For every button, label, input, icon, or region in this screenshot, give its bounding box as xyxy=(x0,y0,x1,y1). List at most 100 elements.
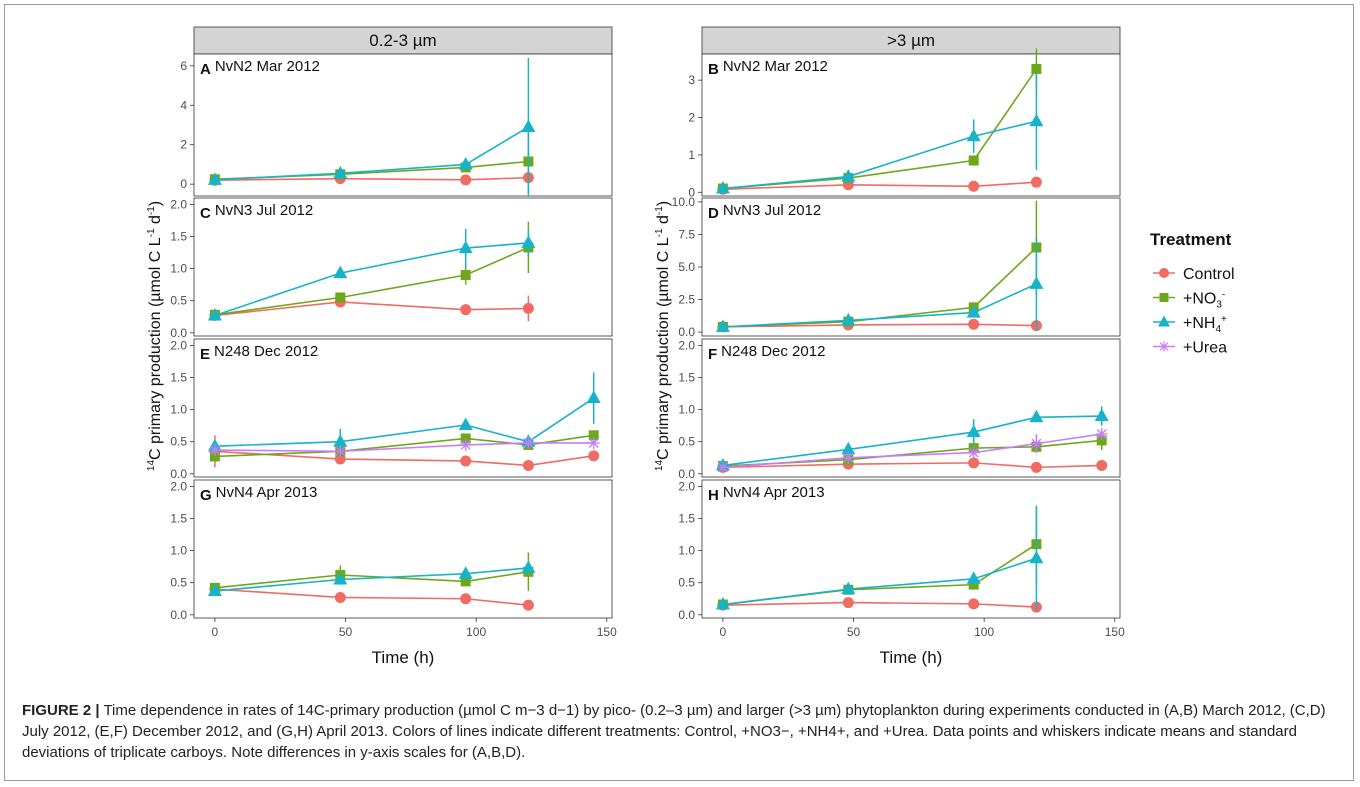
panel-C: 0.0 0.5 1.0 1.5 2.0 C NvN3 Jul 2012 xyxy=(170,197,613,340)
y-tick-label: 2.0 xyxy=(678,479,695,493)
y-tick-label: 0.0 xyxy=(678,325,695,339)
data-point xyxy=(968,598,980,610)
data-point xyxy=(841,441,856,455)
panel-H: 0.0 0.5 1.0 1.5 2.0 H NvN4 Apr 2013 0 50 100 150 xyxy=(678,479,1125,639)
series-line xyxy=(722,120,1037,190)
caption-figure-label: FIGURE 2 | xyxy=(22,702,100,719)
series-plus-nh4 xyxy=(715,506,1044,610)
asterisk-stroke xyxy=(843,452,854,463)
data-point xyxy=(715,597,730,610)
figure-frame xyxy=(4,4,1354,781)
data-point xyxy=(715,181,730,194)
figure-caption: FIGURE 2 | Time dependence in rates of 1… xyxy=(22,700,1332,763)
asterisk-stroke xyxy=(209,445,220,456)
data-point xyxy=(460,593,472,605)
data-point xyxy=(966,128,981,142)
panel-border xyxy=(701,479,1121,619)
data-point xyxy=(588,430,599,441)
x-tick-label: 100 xyxy=(466,625,486,639)
data-point xyxy=(522,599,534,611)
data-point xyxy=(207,172,222,185)
data-point xyxy=(1095,427,1108,440)
data-point xyxy=(1030,176,1042,188)
y-tick-label: 2.0 xyxy=(678,338,695,352)
y-tick-label: 1.0 xyxy=(170,544,187,558)
panel-B: 0 1 2 3 B NvN2 Mar 2012 xyxy=(688,48,1121,199)
data-point xyxy=(207,583,222,597)
series-control xyxy=(209,435,600,471)
asterisk-stroke xyxy=(588,438,599,448)
y-tick-label: 7.5 xyxy=(678,227,695,241)
asterisk-stroke xyxy=(717,462,728,473)
legend-item: +Urea xyxy=(1153,340,1227,357)
y-tick-label: 0 xyxy=(180,177,187,191)
y-tick-label: 2.0 xyxy=(170,197,187,211)
series-line xyxy=(722,323,1037,328)
series-line xyxy=(214,588,529,606)
y-tick-label: 0 xyxy=(688,185,695,199)
column-header: 0.2-3 µm xyxy=(369,31,436,50)
data-point xyxy=(841,312,856,326)
data-point xyxy=(522,459,534,471)
data-point xyxy=(587,436,600,449)
caption-text: Time dependence in rates of 14C-primary … xyxy=(22,702,1326,761)
y-tick-label: 1.0 xyxy=(678,403,695,417)
y-tick-label: 0.0 xyxy=(678,467,695,481)
column-strip xyxy=(701,26,1121,55)
column-header: >3 µm xyxy=(887,31,935,50)
y-tick-label: 0.5 xyxy=(678,435,695,449)
y-axis-label: 14C primary production (µmol C L-1 d-1) xyxy=(146,201,164,471)
y-tick-label: 5.0 xyxy=(678,260,695,274)
legend-marker xyxy=(1159,341,1169,352)
series-line xyxy=(214,246,529,316)
panel-border xyxy=(701,53,1121,197)
panel-F: 0.0 0.5 1.0 1.5 2.0 F N248 Dec 2012 xyxy=(678,338,1121,481)
data-point xyxy=(1029,276,1044,289)
y-tick-label: 1.5 xyxy=(678,371,695,385)
series-line xyxy=(722,181,1037,191)
legend-marker xyxy=(1159,268,1169,278)
data-point xyxy=(1030,437,1043,450)
data-point xyxy=(522,302,534,314)
data-point xyxy=(460,433,471,444)
y-tick-label: 1 xyxy=(688,148,695,162)
asterisk-stroke xyxy=(1031,438,1042,449)
data-point xyxy=(1030,461,1042,473)
y-tick-label: 2 xyxy=(688,111,695,125)
data-point xyxy=(458,240,473,254)
x-tick-label: 50 xyxy=(847,625,861,639)
y-tick-label: 0.0 xyxy=(170,326,187,340)
data-point xyxy=(334,591,346,603)
panel-label: A NvN2 Mar 2012 xyxy=(200,58,320,78)
y-tick-label: 0.5 xyxy=(170,576,187,590)
data-point xyxy=(966,571,981,584)
panel-border xyxy=(193,479,613,619)
data-point xyxy=(333,434,348,447)
y-tick-label: 2.0 xyxy=(170,479,187,493)
asterisk-stroke xyxy=(1096,429,1107,439)
data-point xyxy=(458,566,473,579)
y-tick-label: 4 xyxy=(180,98,187,112)
y-tick-label: 2.0 xyxy=(170,338,187,352)
y-tick-label: 0.0 xyxy=(170,467,187,481)
asterisk-stroke xyxy=(335,446,346,457)
data-point xyxy=(1096,435,1107,446)
data-point xyxy=(460,174,472,186)
legend-marker xyxy=(1158,315,1170,327)
legend-marker xyxy=(1159,293,1169,302)
data-point xyxy=(841,581,856,595)
data-point xyxy=(460,304,472,316)
panel-label: E N248 Dec 2012 xyxy=(200,343,318,363)
data-point xyxy=(968,318,980,330)
legend-label: +NO3- xyxy=(1183,290,1225,311)
data-point xyxy=(1029,409,1044,423)
panel-border xyxy=(193,197,613,337)
data-point xyxy=(335,292,346,303)
data-point xyxy=(1029,113,1044,127)
data-point xyxy=(458,156,473,170)
legend-item: +NO3- xyxy=(1153,290,1225,311)
asterisk-stroke xyxy=(1159,342,1169,351)
series-plus-nh4 xyxy=(715,237,1044,332)
legend-item: Control xyxy=(1153,266,1235,283)
y-tick-label: 1.5 xyxy=(170,371,187,385)
